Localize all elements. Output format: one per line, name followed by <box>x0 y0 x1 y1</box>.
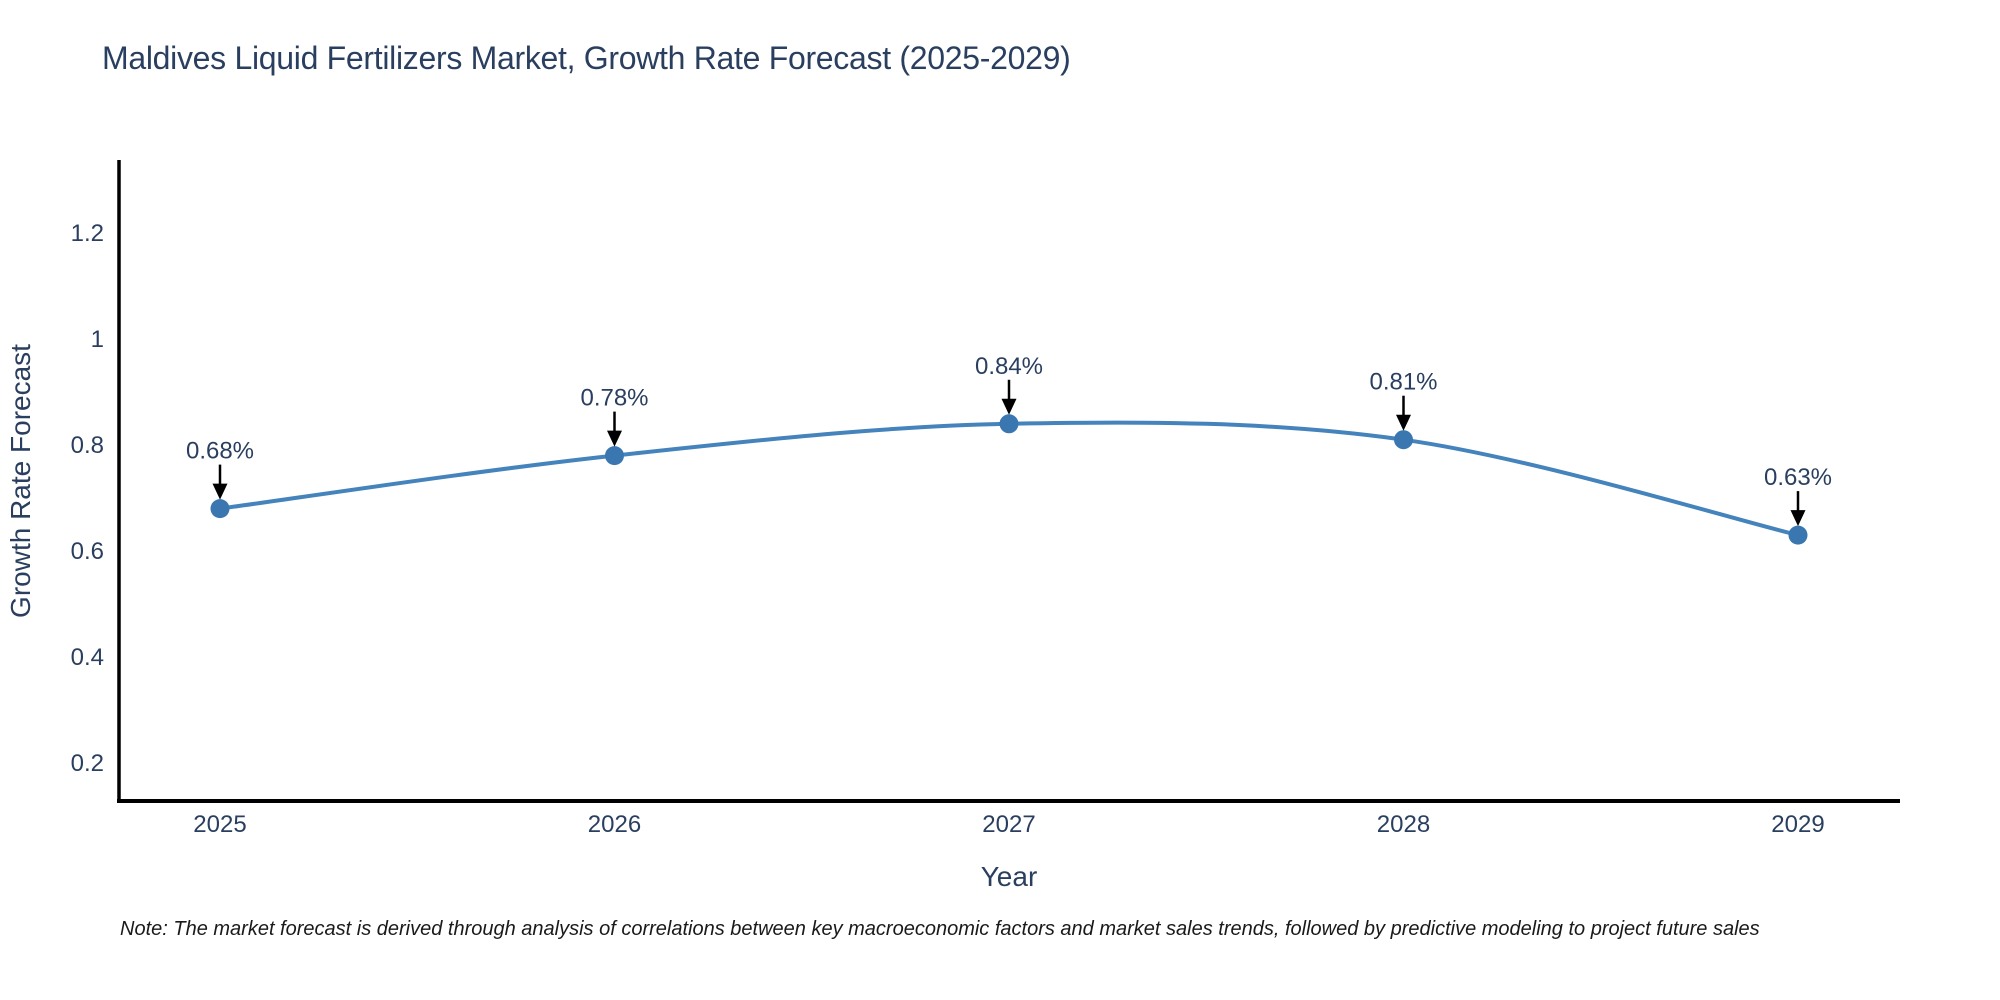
annotation-arrow-head-icon <box>212 483 228 500</box>
y-tick-label: 0.4 <box>71 644 104 671</box>
chart-title: Maldives Liquid Fertilizers Market, Grow… <box>102 40 1071 76</box>
y-tick-label: 1 <box>91 326 104 353</box>
annotation-arrow-head-icon <box>1790 510 1806 527</box>
annotation-arrow-head-icon <box>1396 414 1411 431</box>
data-point-marker <box>999 414 1019 434</box>
x-tick-label: 2027 <box>982 811 1035 838</box>
point-value-label: 0.63% <box>1764 464 1832 491</box>
y-tick-label: 0.6 <box>71 538 104 565</box>
x-tick-label: 2028 <box>1377 811 1430 838</box>
y-tick-label: 0.8 <box>71 432 104 459</box>
data-point-marker <box>605 446 624 466</box>
point-value-label: 0.68% <box>186 438 254 465</box>
point-value-label: 0.78% <box>580 385 648 412</box>
point-value-label: 0.81% <box>1369 369 1437 396</box>
data-point-marker <box>210 499 230 519</box>
data-point-marker <box>1788 525 1808 545</box>
y-axis-title: Growth Rate Forecast <box>5 344 36 618</box>
y-tick-label: 0.2 <box>71 750 104 777</box>
x-tick-label: 2025 <box>193 811 246 838</box>
y-tick-label: 1.2 <box>71 220 104 247</box>
plot-area: 0.2 0.4 0.6 0.8 1 1.2 2025 2026 2027 2028 2029 0.68… <box>71 160 1900 838</box>
data-point-marker <box>1394 430 1413 450</box>
x-tick-label: 2029 <box>1771 811 1824 838</box>
series-line <box>218 420 1800 538</box>
annotation-arrow-head-icon <box>607 430 622 447</box>
annotation-arrow-head-icon <box>1001 398 1017 415</box>
x-tick-label: 2026 <box>588 811 641 838</box>
point-value-label: 0.84% <box>975 353 1043 380</box>
x-axis-title: Year <box>981 861 1038 892</box>
footnote: Note: The market forecast is derived thr… <box>120 918 1760 940</box>
